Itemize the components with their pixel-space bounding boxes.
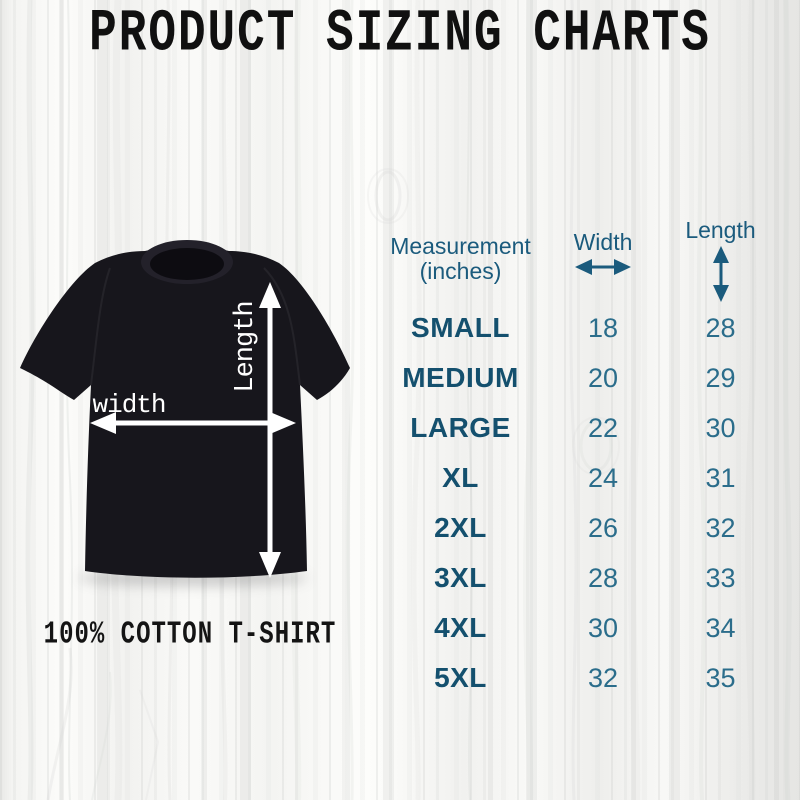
shirt-length-label: Length: [231, 301, 261, 392]
measurement-header-line1: Measurement: [390, 233, 531, 259]
length-value: 35: [705, 662, 736, 693]
size-label: 2XL: [434, 512, 487, 543]
length-header-label: Length: [685, 217, 756, 243]
length-value: 30: [705, 412, 736, 443]
column-header-measurement: Measurement (inches): [378, 218, 543, 302]
size-label: SMALL: [411, 312, 510, 343]
tshirt-silhouette: [20, 245, 350, 578]
width-value: 24: [587, 462, 619, 493]
width-value: 18: [587, 312, 619, 343]
width-value: 20: [587, 362, 619, 393]
size-label: XL: [442, 462, 479, 493]
measurement-header-line2: (inches): [419, 258, 502, 284]
size-label: 3XL: [434, 562, 487, 593]
width-value: 22: [587, 412, 619, 443]
width-header-label: Width: [573, 229, 633, 255]
width-value: 30: [587, 612, 619, 643]
tshirt-diagram: width Length: [20, 240, 350, 578]
size-chart-header: Measurement (inches) Width Length: [378, 218, 778, 302]
column-header-length: Length: [663, 218, 778, 302]
product-caption: 100% COTTON T-SHIRT: [43, 618, 337, 654]
width-double-arrow-icon: [575, 259, 631, 275]
size-label: LARGE: [410, 412, 511, 443]
length-value: 34: [705, 612, 736, 643]
length-value: 32: [705, 512, 736, 543]
column-header-width: Width: [543, 218, 663, 302]
neck-hole: [150, 248, 224, 280]
width-value: 28: [587, 562, 619, 593]
length-value: 29: [705, 362, 736, 393]
length-value: 31: [705, 462, 736, 493]
size-label: 4XL: [434, 612, 487, 643]
width-value: 32: [587, 662, 619, 693]
length-value: 33: [705, 562, 736, 593]
size-chart-table: SMALL 18 28 MEDIUM 20 29 LARGE 22 30 XL …: [378, 303, 778, 703]
width-value: 26: [587, 512, 619, 543]
size-label: 5XL: [434, 662, 487, 693]
page-title: PRODUCT SIZING CHARTS: [89, 0, 711, 68]
shirt-width-label: width: [92, 390, 165, 420]
width-arrow-icon: [90, 412, 296, 434]
length-double-arrow-icon: [712, 246, 729, 302]
size-label: MEDIUM: [402, 362, 519, 393]
length-value: 28: [705, 312, 736, 343]
